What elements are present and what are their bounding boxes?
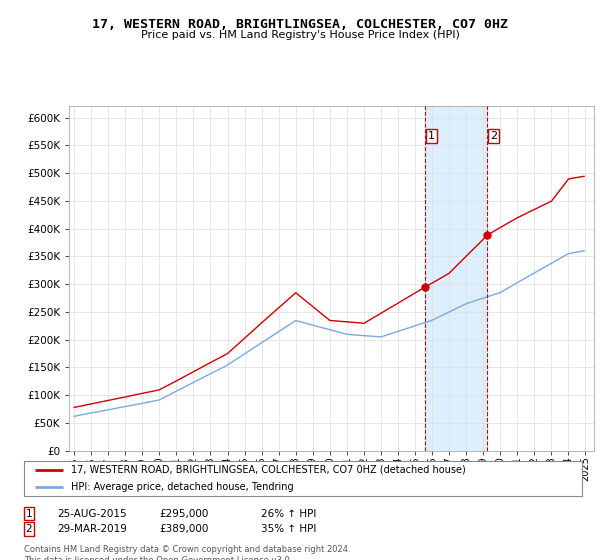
- Text: £389,000: £389,000: [159, 524, 208, 534]
- Text: Contains HM Land Registry data © Crown copyright and database right 2024.
This d: Contains HM Land Registry data © Crown c…: [24, 545, 350, 560]
- Text: £295,000: £295,000: [159, 508, 208, 519]
- Text: 29-MAR-2019: 29-MAR-2019: [57, 524, 127, 534]
- Text: 17, WESTERN ROAD, BRIGHTLINGSEA, COLCHESTER, CO7 0HZ (detached house): 17, WESTERN ROAD, BRIGHTLINGSEA, COLCHES…: [71, 465, 466, 474]
- Text: 2: 2: [490, 132, 497, 141]
- Text: 1: 1: [428, 132, 434, 141]
- Text: 2: 2: [25, 524, 32, 534]
- Text: 26% ↑ HPI: 26% ↑ HPI: [261, 508, 316, 519]
- Bar: [425, 106, 487, 451]
- Text: 25-AUG-2015: 25-AUG-2015: [57, 508, 127, 519]
- Text: 1: 1: [25, 508, 32, 519]
- Text: 35% ↑ HPI: 35% ↑ HPI: [261, 524, 316, 534]
- Text: 17, WESTERN ROAD, BRIGHTLINGSEA, COLCHESTER, CO7 0HZ: 17, WESTERN ROAD, BRIGHTLINGSEA, COLCHES…: [92, 18, 508, 31]
- Text: Price paid vs. HM Land Registry's House Price Index (HPI): Price paid vs. HM Land Registry's House …: [140, 30, 460, 40]
- Text: HPI: Average price, detached house, Tendring: HPI: Average price, detached house, Tend…: [71, 482, 294, 492]
